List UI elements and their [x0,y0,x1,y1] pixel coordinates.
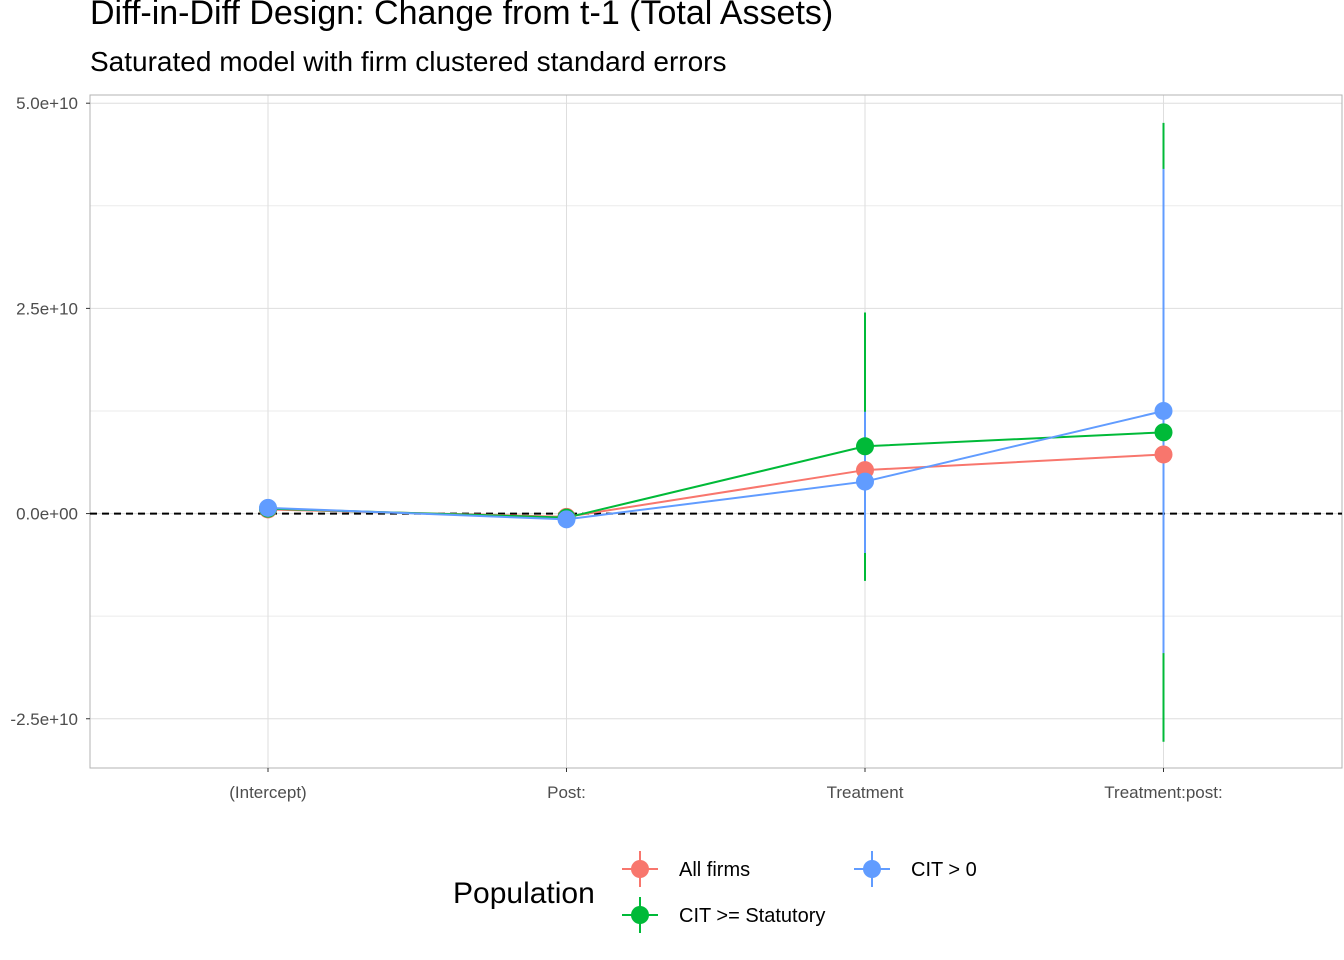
chart-title: Diff-in-Diff Design: Change from t-1 (To… [90,0,834,32]
x-tick-label: Treatment [827,783,904,802]
legend-label: CIT >= Statutory [679,905,825,927]
legend-item: CIT > 0 [854,851,977,887]
legend-label: CIT > 0 [911,859,977,881]
y-axis: -2.5e+10 0.0e+00 2.5e+10 5.0e+10 [10,94,90,729]
legend-key-point [631,906,649,924]
series-line [267,431,1164,519]
data-point [1154,445,1173,464]
y-tick-label: 2.5e+10 [16,299,78,318]
data-point [259,498,277,517]
data-point [856,437,874,456]
y-tick-label: 5.0e+10 [16,94,78,113]
data-point [1154,401,1173,420]
series-line [267,453,1164,518]
x-tick-label: (Intercept) [229,783,306,802]
series-lines [267,410,1164,521]
error-bars [864,122,1165,742]
data-points [259,401,1173,529]
y-tick-label: 0.0e+00 [16,505,78,524]
x-tick-label: Treatment:post: [1104,783,1222,802]
x-axis: (Intercept) Post: Treatment Treatment:post: [229,768,1223,802]
plot-panel-border [89,94,1343,769]
legend-title: Population [453,877,595,910]
legend-item: CIT >= Statutory [622,897,825,933]
x-tick-label: Post: [547,783,586,802]
legend: Population All firms CIT >= Statutory CIT … [453,851,977,933]
legend-item: All firms [622,851,750,887]
data-point [856,472,874,491]
legend-label: All firms [679,859,750,881]
y-tick-label: -2.5e+10 [10,710,78,729]
series-line [267,410,1164,521]
data-point [1154,423,1173,442]
chart-subtitle: Saturated model with firm clustered stan… [90,46,727,77]
grid-lines [90,95,1342,768]
legend-key-point [631,860,649,878]
legend-key-point [863,860,881,878]
data-point [557,510,576,529]
